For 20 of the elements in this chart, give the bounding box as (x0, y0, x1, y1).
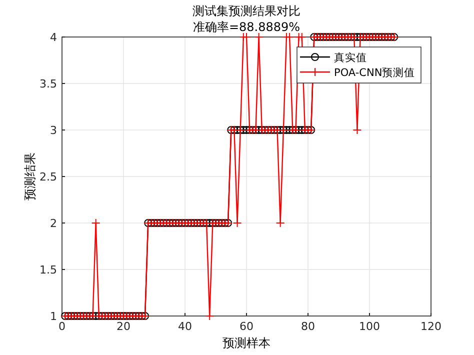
y-tick-label: 1.5 (40, 264, 57, 276)
x-tick-label: 0 (58, 320, 66, 333)
x-axis-title: 预测样本 (222, 336, 270, 350)
chart-subtitle: 准确率=88.8889% (192, 20, 300, 34)
x-tick-label: 40 (178, 320, 192, 333)
y-axis-title: 预测结果 (23, 152, 37, 200)
y-tick-label: 3.5 (40, 78, 57, 90)
y-tick-label: 1 (50, 310, 57, 323)
x-tick-label: 100 (359, 320, 380, 333)
y-tick-label: 2.5 (40, 170, 57, 184)
legend-label: 真实值 (334, 51, 367, 64)
chart-title: 测试集预测结果对比 (192, 4, 300, 18)
x-tick-label: 60 (240, 320, 254, 333)
y-tick-label: 2 (50, 217, 57, 230)
x-tick-label: 120 (420, 320, 442, 333)
x-tick-label: 20 (116, 320, 130, 333)
legend-label: POA-CNN预测值 (334, 67, 416, 79)
x-tick-label: 80 (301, 320, 315, 333)
y-tick-label: 3 (50, 124, 57, 137)
y-tick-label: 4 (50, 31, 57, 44)
